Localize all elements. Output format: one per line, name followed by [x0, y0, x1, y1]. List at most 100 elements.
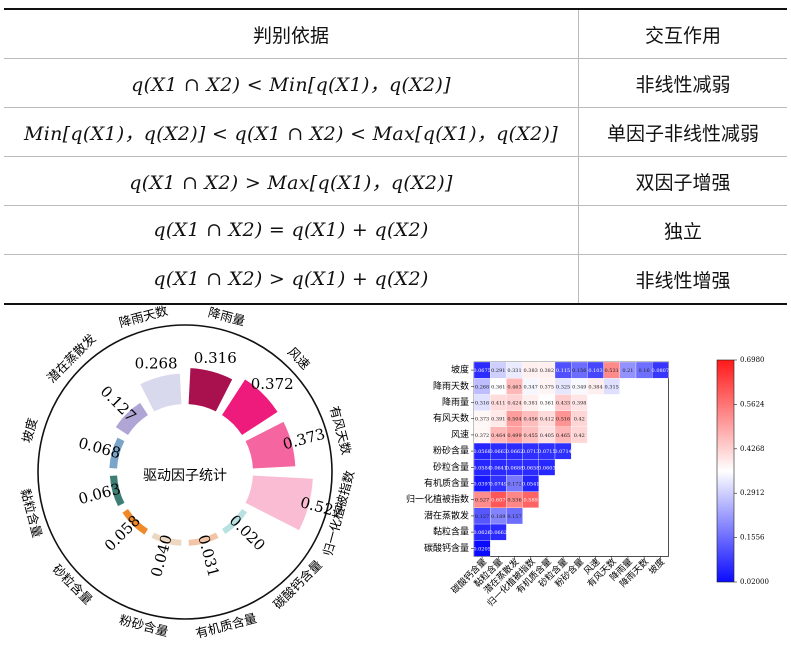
heatmap-cell-value: 0.157 — [507, 514, 521, 520]
radial-category-label: 有机质含量 — [194, 610, 258, 641]
heatmap-cell-value: 0.384 — [588, 384, 602, 390]
radial-value-label: 0.020 — [226, 511, 269, 554]
radial-bar — [188, 532, 219, 546]
heatmap-cell-value: 0.316 — [475, 401, 489, 407]
heatmap-cell-value: 0.391 — [491, 417, 505, 423]
interaction-cell: 独立 — [578, 205, 787, 255]
radial-bar — [109, 475, 125, 507]
outer-ring — [37, 324, 333, 620]
colorbar — [716, 359, 735, 583]
heatmap-cell-value: 0.21 — [622, 368, 633, 374]
heatmap-cell-value: 0.433 — [556, 401, 570, 407]
heatmap-cell-value: 0.0807 — [652, 368, 670, 374]
heatmap-cell-value: 0.0713 — [522, 449, 540, 455]
heatmap-cell-value: 0.115 — [556, 368, 570, 374]
heatmap-cell-value: 0.372 — [475, 433, 489, 439]
heatmap-cell-value: 0.0397 — [473, 482, 491, 488]
radial-value-label: 0.372 — [251, 375, 294, 393]
heatmap-cell-value: 0.504 — [507, 417, 521, 423]
heatmap-cell-value: 0.464 — [491, 433, 505, 439]
interaction-cell: 双因子增强 — [578, 156, 787, 206]
heatmap-cell-value: 0.127 — [475, 514, 489, 520]
table-row: q(X1 ∩ X2) = q(X1) + q(X2) 独立 — [4, 205, 787, 255]
colorbar-tick-label: 0.5624 — [740, 400, 765, 408]
heatmap-cell-value: 0.527 — [475, 498, 489, 504]
heatmap-row-label: 归一化植被指数 — [406, 493, 469, 505]
criterion-cell: q(X1 ∩ X2) < Min[q(X1)，q(X2)] — [4, 58, 579, 108]
table-row: q(X1 ∩ X2) > q(X1) + q(X2) 非线性增强 — [4, 254, 787, 305]
heatmap-cell-value: 0.0205 — [473, 546, 491, 552]
heatmap-cell-value: 0.189 — [491, 514, 505, 520]
criterion-cell: q(X1 ∩ X2) > Max[q(X1)，q(X2)] — [4, 156, 579, 206]
radial-bar — [122, 509, 148, 535]
heatmap-row-label: 风速 — [451, 429, 469, 440]
figure-svg: 0.316 降雨量 0.372 风速 0.373 有风天数 0.527 归一化植被指数 0.02… — [18, 303, 769, 641]
radial-bar — [151, 532, 182, 546]
heatmap-cell-value: 0.383 — [524, 368, 538, 374]
heatmap-cell-value: 0.268 — [475, 384, 489, 390]
radial-value-label: 0.316 — [194, 349, 237, 367]
heatmap-cell-value: 0.411 — [491, 401, 505, 407]
heatmap-cell-value: 0.0662 — [506, 449, 524, 455]
heatmap-cell-value: 0.398 — [572, 401, 586, 407]
table-row: q(X1 ∩ X2) < Min[q(X1)，q(X2)] 非线性减弱 — [4, 58, 787, 108]
radial-category-label: 碳酸钙含量 — [270, 557, 325, 612]
radial-category-label: 粉砂含量 — [118, 612, 170, 639]
heatmap-cell-value: 0.361 — [491, 384, 505, 390]
heatmap-cell-value: 0.0715 — [538, 449, 556, 455]
heatmap-cell-value: 0.16 — [639, 368, 650, 374]
heatmap-cell-value: 0.347 — [524, 384, 538, 390]
heatmap-cell-value: 0.516 — [556, 417, 570, 423]
heatmap-cell-value: 0.0603 — [538, 465, 556, 471]
heatmap-cell-value: 0.465 — [556, 433, 570, 439]
heatmap-cell-value: 0.381 — [524, 401, 538, 407]
radial-value-label: 0.268 — [135, 354, 178, 372]
table-row: Min[q(X1)，q(X2)] < q(X1 ∩ X2) < Max[q(X1… — [4, 107, 787, 157]
heatmap-cell-value: 0.499 — [507, 433, 521, 439]
heatmap-row-label: 有机质含量 — [424, 477, 469, 489]
radial-bar — [109, 437, 125, 469]
radial-value-label: 0.063 — [76, 480, 122, 509]
heatmap-row-label: 有风天数 — [433, 412, 469, 424]
heatmap-cell-value: 0.536 — [507, 498, 521, 504]
heatmap-cell-value: 0.589 — [524, 498, 538, 504]
radial-bar — [245, 475, 313, 531]
interaction-cell: 单因子非线性减弱 — [578, 107, 787, 157]
heatmap-cell-value: 0.315 — [605, 384, 619, 390]
heatmap-cell — [652, 361, 669, 379]
colorbar-tick-label: 0.6980 — [740, 356, 765, 364]
heatmap-cell-value: 0.172 — [507, 482, 521, 488]
heatmap-cell-value: 0.0663 — [490, 449, 508, 455]
heatmap-cell-value: 0.382 — [540, 368, 554, 374]
center-label: 驱动因子统计 — [143, 468, 227, 484]
radial-value-label: 0.040 — [147, 533, 176, 579]
table-row: q(X1 ∩ X2) > Max[q(X1)，q(X2)] 双因子增强 — [4, 156, 787, 206]
criterion-cell: q(X1 ∩ X2) > q(X1) + q(X2) — [4, 254, 579, 305]
heatmap-cell-value: 0.103 — [588, 368, 602, 374]
heatmap-cell-value: 0.361 — [540, 401, 554, 407]
colorbar-tick-label: 0.1556 — [740, 534, 765, 542]
radial-bar — [140, 373, 182, 412]
colorbar-tick-label: 0.4268 — [740, 445, 765, 453]
heatmap-cell-value: 0.424 — [507, 401, 521, 407]
heatmap-cell-value: 0.0675 — [473, 368, 491, 374]
heatmap-cell-value: 0.463 — [507, 384, 521, 390]
criterion-cell: Min[q(X1)，q(X2)] < q(X1 ∩ X2) < Max[q(X1… — [4, 107, 579, 157]
heatmap-row-label: 粉砂含量 — [433, 445, 469, 457]
heatmap-cell-value: 0.0541 — [522, 482, 540, 488]
heatmap-cell-value: 0.0714 — [554, 449, 572, 455]
heatmap-row-label: 降雨天数 — [433, 380, 469, 392]
radial-bar — [222, 509, 248, 535]
figure-area: 0.316 降雨量 0.372 风速 0.373 有风天数 0.527 归一化植被指数 0.02… — [0, 300, 791, 653]
heatmap-cell-value: 0.156 — [572, 368, 586, 374]
heatmap-cell-value: 0.0568 — [473, 449, 491, 455]
heatmap-cell-value: 0.607 — [491, 498, 505, 504]
heatmap-row-label: 黏粒含量 — [433, 526, 469, 538]
heatmap-cell-value: 0.375 — [540, 384, 554, 390]
radial-value-label: 0.127 — [97, 382, 140, 425]
heatmap-row-label: 坡度 — [451, 364, 469, 376]
heatmap-cell-value: 0.0688 — [506, 465, 524, 471]
heatmap-cell-value: 0.42 — [574, 417, 585, 423]
heatmap-cell-value: 0.42 — [574, 433, 585, 439]
